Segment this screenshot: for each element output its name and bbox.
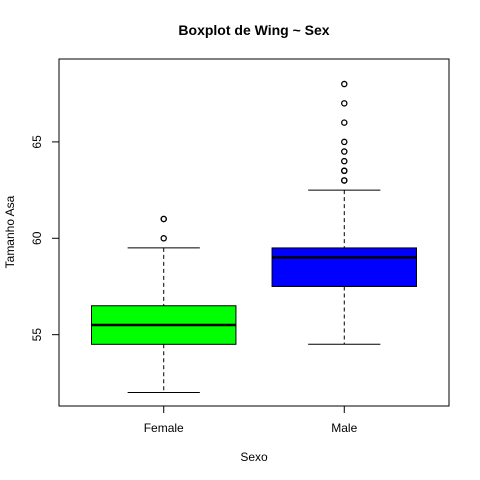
x-tick-label: Male — [331, 421, 357, 435]
outlier-point-male — [341, 138, 348, 146]
outlier-point-male — [341, 167, 348, 175]
chart-title: Boxplot de Wing ~ Sex — [178, 22, 329, 38]
y-tick-label: 65 — [30, 135, 44, 149]
outlier-point-female — [160, 215, 167, 223]
outlier-point-male — [341, 119, 348, 126]
y-tick-label: 60 — [30, 231, 44, 245]
x-axis-label: Sexo — [240, 450, 268, 464]
plot-frame — [58, 58, 450, 407]
outlier-point-male — [341, 100, 348, 107]
box-male — [271, 247, 417, 287]
outlier-point-male — [341, 157, 348, 165]
chart-marks: 55 60 65 Female Male — [30, 80, 417, 435]
x-tick-label: Female — [144, 421, 184, 435]
outlier-point-male — [341, 80, 348, 88]
y-axis-label: Tamanho Asa — [3, 195, 17, 268]
outlier-point-male — [341, 177, 348, 184]
outlier-point-male — [341, 148, 348, 155]
outlier-point-female — [160, 235, 167, 242]
y-tick-label: 55 — [30, 328, 44, 342]
